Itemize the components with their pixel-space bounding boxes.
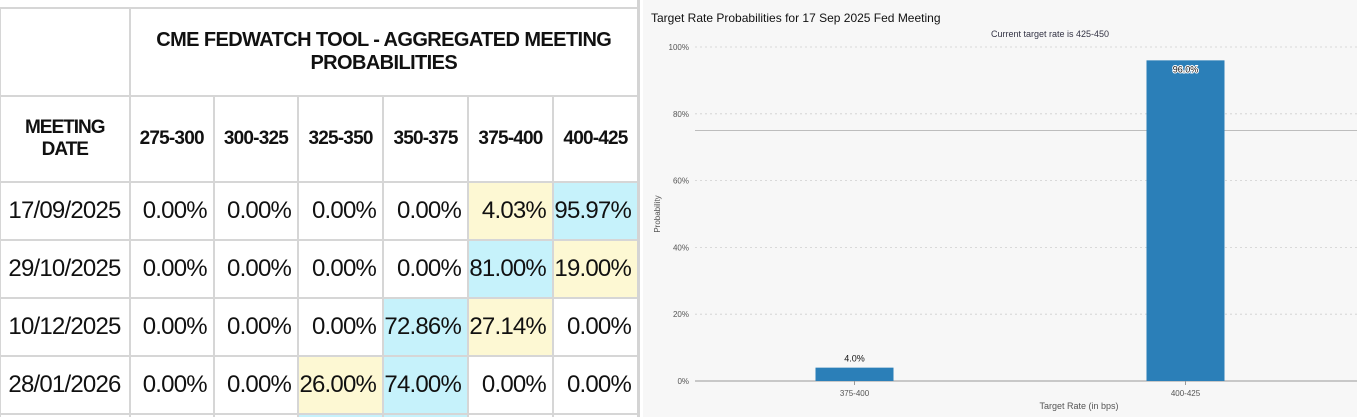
fedwatch-table-panel: CME FEDWATCH TOOL - AGGREGATED MEETING P… (0, 0, 640, 417)
table-row: 29/10/2025 0.00% 0.00% 0.00% 0.00% 81.00% 19.0… (0, 239, 640, 299)
bar-data-label: 4.0% (844, 354, 865, 364)
y-tick-label: 60% (673, 177, 689, 186)
empty-cell (551, 413, 640, 417)
probability-cell: 81.00% (467, 239, 554, 299)
rate-column-header: 400-425 (551, 95, 640, 183)
empty-cell (467, 413, 554, 417)
y-tick-label: 100% (669, 43, 689, 52)
probability-cell: 4.03% (467, 181, 554, 241)
x-tick-label: 400-425 (1171, 389, 1201, 398)
probability-cell: 0.00% (128, 297, 215, 357)
probability-cell: 72.86% (382, 297, 470, 357)
probability-cell: 0.00% (212, 239, 300, 299)
probability-cell: 0.00% (382, 239, 470, 299)
table-row: 28/01/2026 0.00% 0.00% 26.00% 74.00% 0.00% 0.0… (0, 355, 640, 415)
probability-bar-chart: Current target rate is 425-450 0% 20% 40% 6… (653, 29, 1357, 411)
table-row: 10/12/2025 0.00% 0.00% 0.00% 72.86% 27.14% 0.0… (0, 297, 640, 357)
x-axis-title: Target Rate (in bps) (1039, 401, 1118, 411)
bar-400-425[interactable] (1146, 60, 1225, 382)
probability-cell: 74.00% (382, 355, 470, 415)
probability-cell: 0.00% (212, 181, 300, 241)
probability-cell: 19.00% (551, 239, 640, 299)
table-row-partial (0, 413, 640, 417)
chart-panel: Target Rate Probabilities for 17 Sep 202… (643, 0, 1357, 417)
probability-cell: 0.00% (128, 181, 215, 241)
probability-cell: 0.00% (212, 297, 300, 357)
table-row: 17/09/2025 0.00% 0.00% 0.00% 0.00% 4.03% 95.97… (0, 181, 640, 241)
rate-column-header: 275-300 (128, 95, 215, 183)
meeting-date-cell: 29/10/2025 (0, 239, 131, 299)
probability-cell: 0.00% (551, 297, 640, 357)
probability-cell: 0.00% (128, 239, 215, 299)
probability-cell: 0.00% (297, 181, 385, 241)
chart-title: Target Rate Probabilities for 17 Sep 202… (651, 11, 941, 25)
rate-column-header: 350-375 (382, 95, 470, 183)
empty-cell (128, 413, 215, 417)
y-axis-title: Probability (653, 195, 662, 232)
table-corner-cell (0, 7, 131, 97)
probability-cell: 27.14% (467, 297, 554, 357)
probability-cell: 95.97% (551, 181, 640, 241)
table-title: CME FEDWATCH TOOL - AGGREGATED MEETING P… (128, 7, 640, 97)
probability-cell: 26.00% (297, 355, 385, 415)
y-tick-label: 40% (673, 243, 689, 252)
probability-cell: 0.00% (467, 355, 554, 415)
rate-column-header: 300-325 (212, 95, 300, 183)
chart-subtitle: Current target rate is 425-450 (991, 29, 1109, 39)
y-tick-label: 20% (673, 310, 689, 319)
empty-cell (382, 413, 470, 417)
probability-cell: 0.00% (128, 355, 215, 415)
rate-column-header: 325-350 (297, 95, 385, 183)
probability-cell: 0.00% (551, 355, 640, 415)
empty-cell (297, 413, 385, 417)
meeting-date-cell: 28/01/2026 (0, 355, 131, 415)
meeting-date-cell: 10/12/2025 (0, 297, 131, 357)
bar-data-label: 96.0% (1173, 64, 1199, 74)
empty-cell (212, 413, 300, 417)
meeting-probabilities-table: CME FEDWATCH TOOL - AGGREGATED MEETING P… (0, 7, 640, 417)
probability-cell: 0.00% (297, 239, 385, 299)
probability-cell: 0.00% (297, 297, 385, 357)
meeting-date-header: MEETING DATE (0, 95, 131, 183)
y-tick-label: 80% (673, 110, 689, 119)
rate-column-header: 375-400 (467, 95, 554, 183)
meeting-date-cell: 17/09/2025 (0, 181, 131, 241)
probability-cell: 0.00% (212, 355, 300, 415)
y-tick-label: 0% (677, 377, 689, 386)
bar-375-400[interactable] (815, 367, 894, 381)
probability-cell: 0.00% (382, 181, 470, 241)
table-edge-divider (637, 0, 640, 417)
x-tick-label: 375-400 (840, 389, 870, 398)
empty-cell (0, 413, 131, 417)
